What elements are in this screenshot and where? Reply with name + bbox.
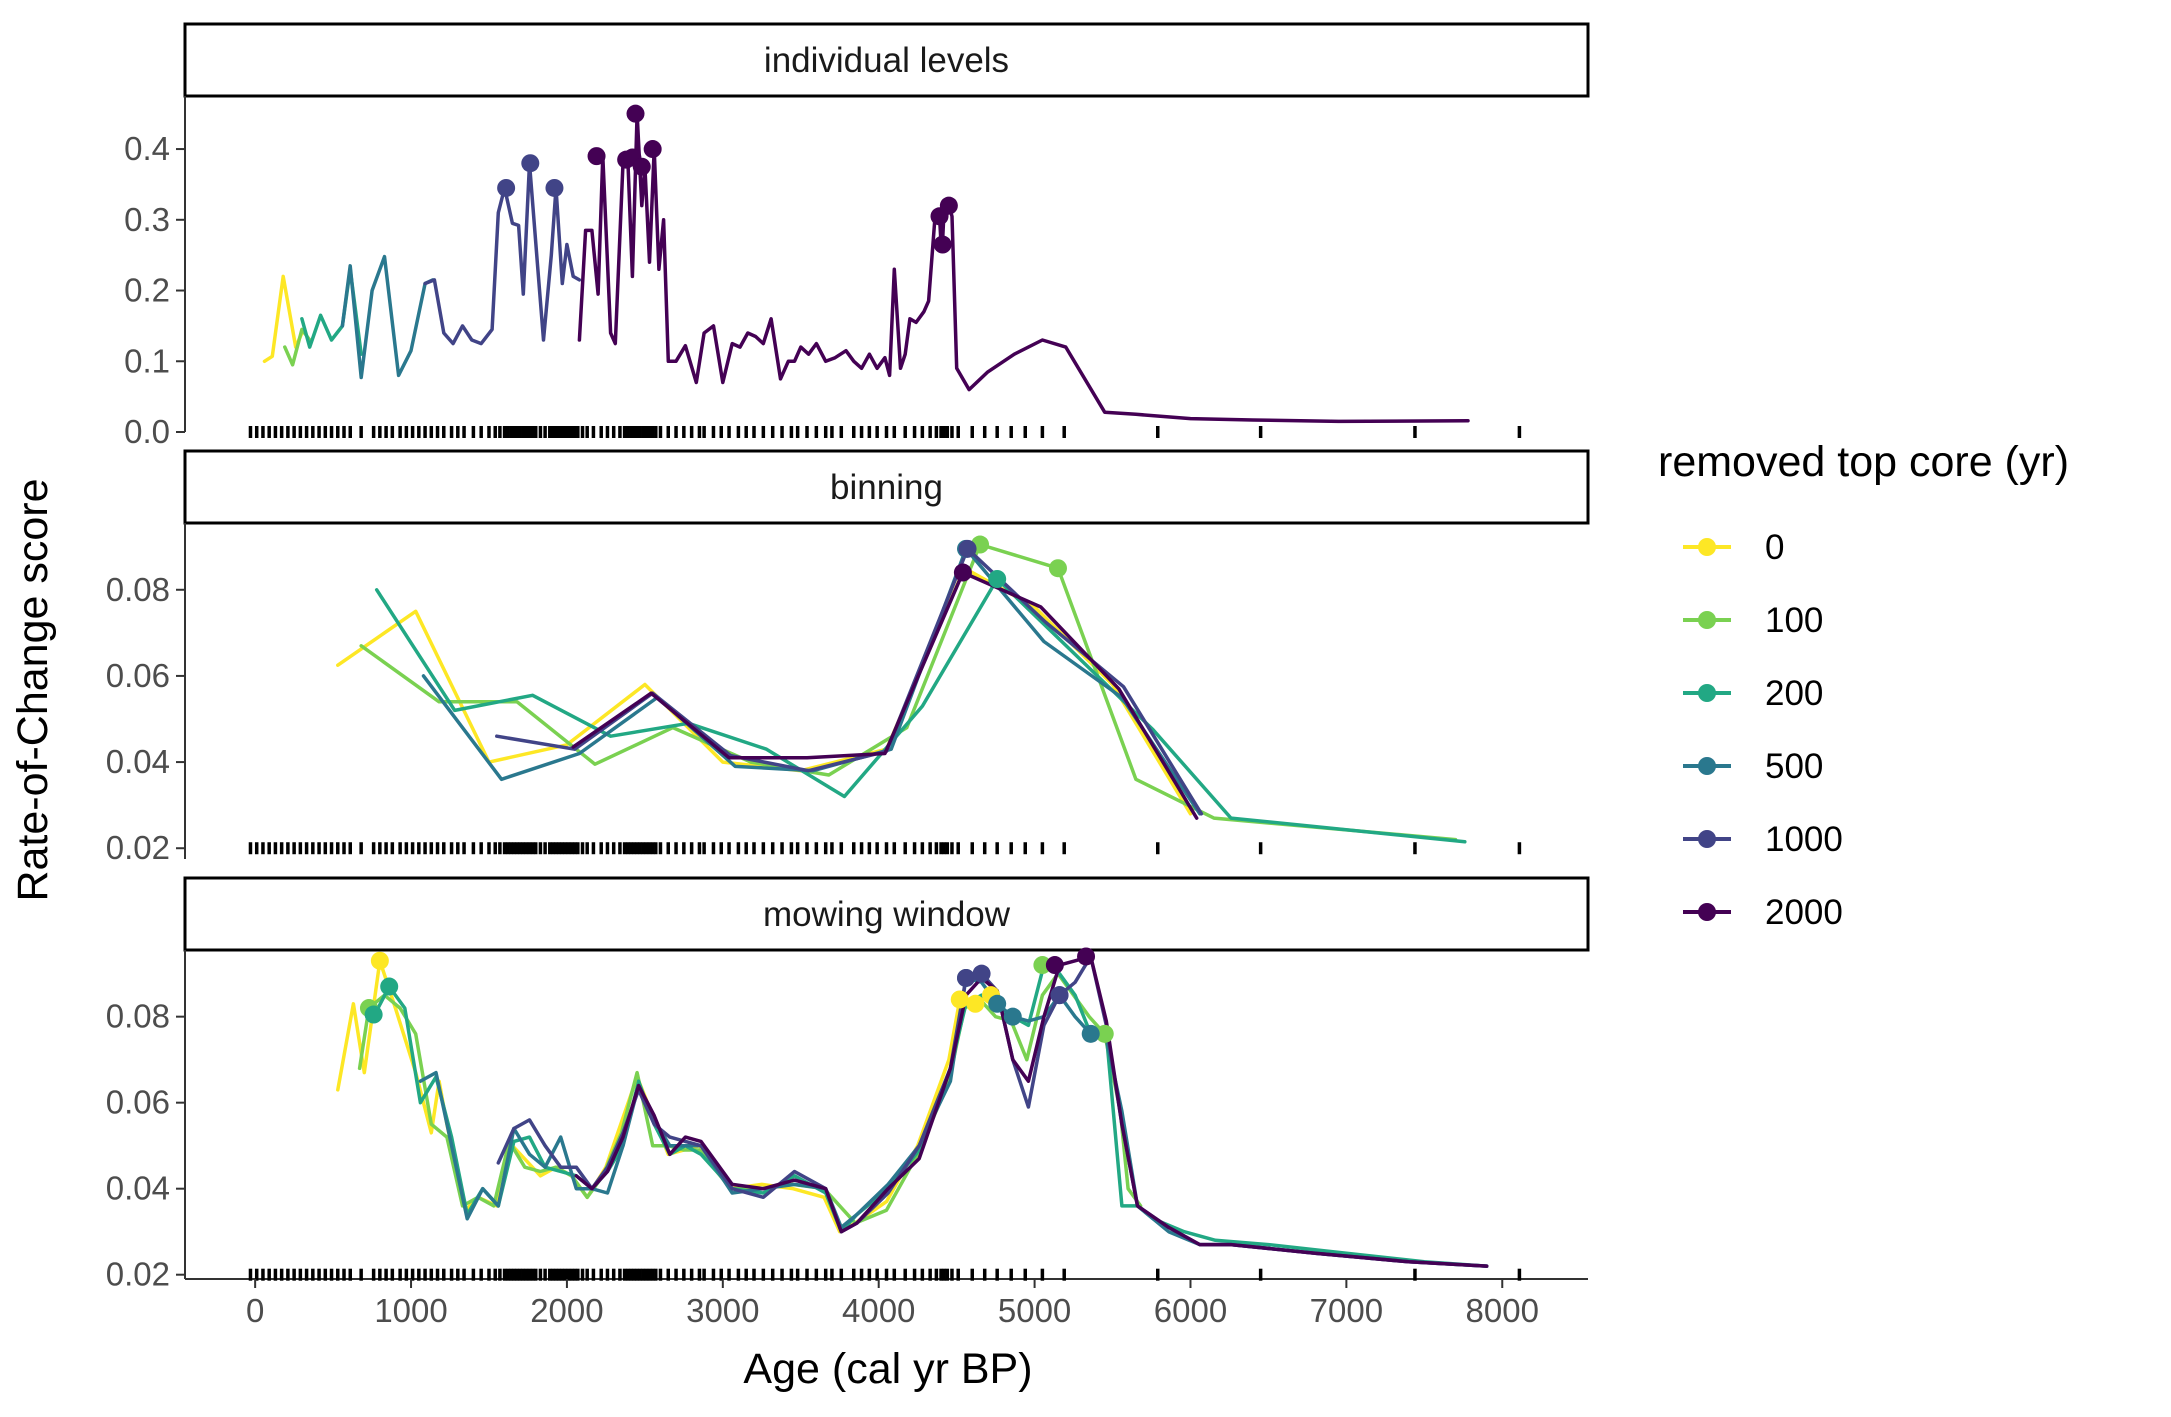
- legend-key-point: [1698, 903, 1716, 921]
- legend-title: removed top core (yr): [1658, 438, 2069, 486]
- series-line-1000: [423, 161, 582, 346]
- legend: removed top core (yr) 0 100 200 500 1000 2000: [1658, 438, 2069, 932]
- x-tick-label: 6000: [1154, 1292, 1227, 1329]
- peak-point-0: [370, 951, 389, 970]
- x-tick-label: 2000: [530, 1292, 603, 1329]
- peak-point-100: [1048, 559, 1067, 578]
- peak-point-0: [966, 994, 985, 1013]
- peak-point-100: [1033, 956, 1052, 975]
- peak-point-1000: [972, 964, 991, 983]
- peak-point-2000: [632, 157, 651, 176]
- peak-point-2000: [939, 196, 958, 215]
- facet-strip: [183, 22, 1590, 98]
- series-line-200: [374, 577, 1467, 844]
- peak-point-1000: [957, 968, 976, 987]
- x-tick-label: 8000: [1466, 1292, 1539, 1329]
- y-tick-label: 0.06: [106, 657, 170, 694]
- x-tick-label: 4000: [842, 1292, 915, 1329]
- facet-strip: [183, 876, 1590, 952]
- peak-point-500: [1081, 1024, 1100, 1043]
- series-line-2000: [577, 111, 1470, 424]
- series-line-2000: [574, 954, 1489, 1268]
- series-line-2000: [571, 570, 1199, 820]
- y-tick-label: 0.04: [106, 743, 170, 780]
- series-line-100: [359, 542, 1458, 842]
- peak-point-500: [1003, 1007, 1022, 1026]
- peak-point-2000: [626, 104, 645, 123]
- legend-key-point: [1698, 538, 1716, 556]
- x-tick-label: 3000: [686, 1292, 759, 1329]
- legend-key-point: [1698, 830, 1716, 848]
- peak-point-1000: [1050, 986, 1069, 1005]
- x-tick-label: 7000: [1310, 1292, 1383, 1329]
- legend-key-point: [1698, 684, 1716, 702]
- peak-point-1000: [521, 154, 540, 173]
- y-tick-label: 0.0: [124, 413, 170, 450]
- peak-point-200: [380, 977, 399, 996]
- series-line-500: [340, 254, 435, 380]
- peak-point-2000: [587, 147, 606, 166]
- facet-strip-title: mowing window: [763, 895, 1011, 934]
- y-tick-label: 0.08: [106, 571, 170, 608]
- peak-point-2000: [1077, 947, 1096, 966]
- facet-strip-title: binning: [830, 468, 943, 507]
- facet-panel: binning 0.02 0.04 0.06 0.08: [106, 449, 1590, 866]
- y-tick-label: 0.02: [106, 829, 170, 866]
- x-tick-label: 0: [246, 1292, 264, 1329]
- y-tick-label: 0.1: [124, 342, 170, 379]
- facet-panel: individual levels 0.0 0.1 0.2 0.3 0.4: [124, 22, 1590, 450]
- legend-label: 100: [1765, 601, 1823, 640]
- x-tick-label: 1000: [374, 1292, 447, 1329]
- y-tick-label: 0.02: [106, 1256, 170, 1293]
- series-line-1000: [495, 547, 1204, 816]
- legend-label: 1000: [1765, 820, 1843, 859]
- facet-panel: mowing window 0.02 0.04 0.06 0.08: [106, 876, 1590, 1293]
- series-line-0: [336, 959, 1004, 1234]
- peak-point-2000: [953, 563, 972, 582]
- legend-label: 200: [1765, 674, 1823, 713]
- peak-point-1000: [497, 178, 516, 197]
- series-line-500: [418, 976, 1489, 1268]
- peak-point-1000: [958, 539, 977, 558]
- facet-strip-title: individual levels: [764, 41, 1009, 80]
- facet-panels: individual levels 0.0 0.1 0.2 0.3 0.4 binning 0…: [106, 22, 1590, 1293]
- y-tick-label: 0.06: [106, 1084, 170, 1121]
- x-axis: 0 1000 2000 3000 4000 5000 6000 7000 8000: [246, 1279, 1539, 1329]
- legend-label: 0: [1765, 528, 1784, 567]
- x-tick-label: 5000: [998, 1292, 1071, 1329]
- y-axis-title: Rate-of-Change score: [9, 478, 57, 901]
- legend-key-point: [1698, 757, 1716, 775]
- facet-strip: [183, 449, 1590, 525]
- peak-point-200: [364, 1005, 383, 1024]
- peak-point-1000: [545, 178, 564, 197]
- y-tick-label: 0.3: [124, 201, 170, 238]
- peak-point-200: [988, 570, 1007, 588]
- y-tick-label: 0.2: [124, 272, 170, 309]
- peak-point-2000: [933, 235, 952, 254]
- x-axis-title: Age (cal yr BP): [743, 1345, 1032, 1393]
- series-line-0: [336, 566, 1193, 816]
- peak-point-100: [1095, 1024, 1114, 1043]
- legend-key-point: [1698, 611, 1716, 629]
- legend-label: 2000: [1765, 893, 1843, 932]
- y-tick-label: 0.04: [106, 1170, 170, 1207]
- peak-point-2000: [643, 140, 662, 159]
- peak-point-0: [950, 990, 969, 1009]
- y-tick-label: 0.4: [124, 130, 170, 167]
- series-line-500: [421, 547, 1202, 816]
- peak-point-2000: [1045, 956, 1064, 975]
- peak-point-500: [988, 994, 1007, 1013]
- legend-label: 500: [1765, 747, 1823, 786]
- y-tick-label: 0.08: [106, 998, 170, 1035]
